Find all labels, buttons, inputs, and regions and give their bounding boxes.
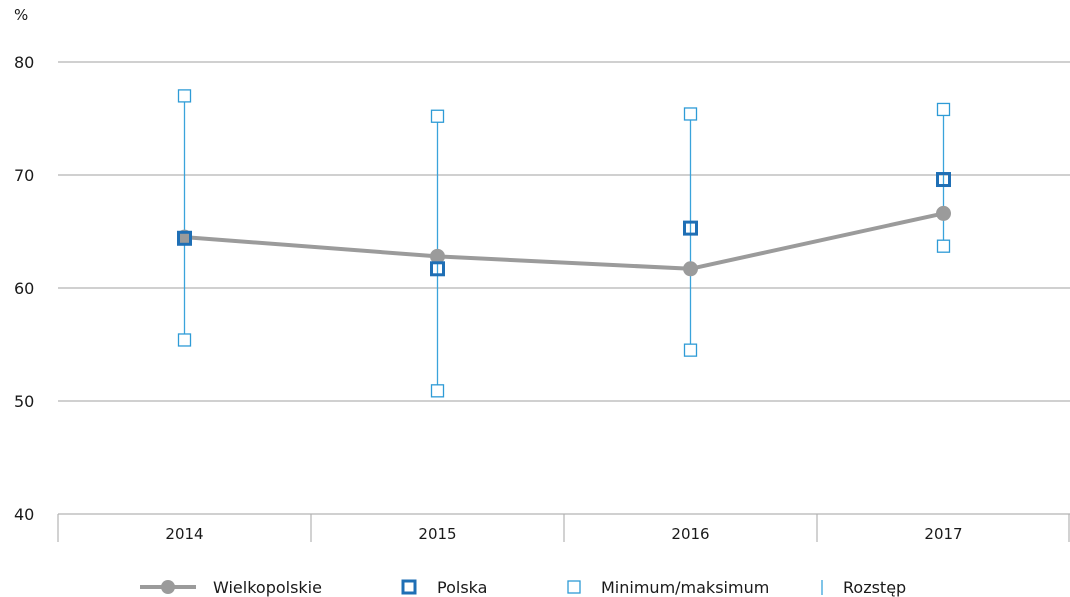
y-tick-label: 70	[14, 166, 34, 185]
y-tick-label: 60	[14, 279, 34, 298]
legend-item-range: Rozstęp	[821, 578, 906, 597]
y-axis: 40 50 60 70 80	[14, 53, 34, 524]
minimum-marker	[177, 333, 192, 347]
legend-swatch-marker	[161, 580, 175, 594]
legend-swatch-square-outline	[567, 580, 581, 594]
polska-marker	[683, 220, 698, 236]
y-tick-label: 40	[14, 505, 34, 524]
legend-swatch-square	[401, 579, 417, 595]
legend-label-minmax: Minimum/maksimum	[601, 578, 769, 597]
legend-item-polska: Polska	[401, 578, 487, 597]
range-bars	[183, 95, 945, 391]
minimum-marker	[936, 239, 951, 253]
y-tick-label: 80	[14, 53, 34, 72]
y-unit-label: %	[14, 6, 28, 24]
maximum-marker	[936, 102, 951, 117]
legend: Wielkopolskie Polska Minimum/maksimum Ro…	[140, 578, 906, 597]
x-axis: 2014 2015 2016 2017	[57, 513, 1070, 543]
legend-label-wielkopolskie: Wielkopolskie	[213, 578, 322, 597]
legend-item-wielkopolskie: Wielkopolskie	[140, 578, 322, 597]
polska-marker	[430, 261, 445, 277]
minimum-marker	[430, 384, 445, 398]
gridlines	[58, 61, 1070, 402]
wielkopolskie-point	[683, 261, 698, 277]
legend-label-range: Rozstęp	[843, 578, 906, 597]
series-lines	[184, 211, 944, 271]
maximum-marker	[177, 89, 192, 103]
x-tick-label: 2016	[671, 525, 709, 543]
minimum-marker	[683, 343, 698, 357]
x-tick-label: 2014	[165, 525, 203, 543]
maximum-marker	[683, 107, 698, 121]
wielkopolskie-point	[936, 205, 951, 221]
polska-marker	[177, 230, 192, 246]
series-line-wielkopolskie	[184, 211, 944, 271]
polska-marker	[936, 172, 951, 188]
x-tick-label: 2015	[418, 525, 456, 543]
legend-item-minmax: Minimum/maksimum	[567, 578, 769, 597]
x-tick-label: 2017	[924, 525, 962, 543]
y-tick-label: 50	[14, 392, 34, 411]
wielkopolskie-point	[430, 248, 445, 264]
maximum-marker	[430, 109, 445, 123]
legend-label-polska: Polska	[437, 578, 487, 597]
series-points	[177, 89, 951, 398]
